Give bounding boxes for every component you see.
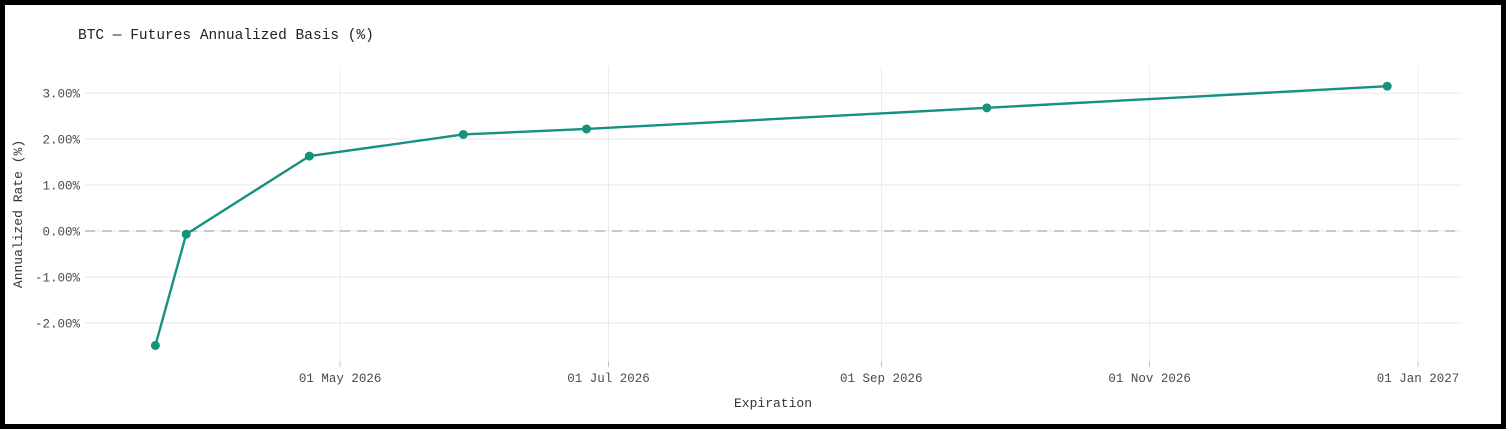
y-tick-label: 2.00%: [42, 134, 80, 148]
data-point-marker: [150, 340, 160, 350]
futures-basis-chart: 3.00% 2.00% 1.00% 0.00% -1.00% -2.00% 01 May 2…: [11, 28, 1462, 411]
y-tick-label: -1.00%: [35, 271, 81, 285]
x-tick-label: 01 Sep 2026: [840, 372, 923, 386]
data-point-marker: [458, 129, 468, 139]
x-tick-label: 01 Nov 2026: [1108, 372, 1191, 386]
data-point-marker: [1382, 81, 1392, 91]
x-tick-label: 01 Jul 2026: [567, 372, 650, 386]
y-tick-label: 0.00%: [42, 226, 80, 240]
x-tick-label: 01 May 2026: [299, 372, 382, 386]
x-axis-title: Expiration: [734, 396, 812, 411]
x-tick-label: 01 Jan 2027: [1377, 372, 1460, 386]
tick-label-layer: 3.00% 2.00% 1.00% 0.00% -1.00% -2.00% 01 May 2…: [35, 88, 1459, 386]
y-axis-title: Annualized Rate (%): [11, 140, 26, 288]
grid-layer: [85, 66, 1462, 367]
data-point-marker: [304, 151, 314, 161]
data-point-marker: [181, 229, 191, 239]
y-tick-label: 3.00%: [42, 88, 80, 102]
y-tick-label: 1.00%: [42, 180, 80, 194]
chart-title: BTC — Futures Annualized Basis (%): [78, 28, 374, 44]
series-layer: [150, 81, 1392, 350]
y-tick-label: -2.00%: [35, 317, 81, 331]
data-point-marker: [582, 124, 592, 134]
data-point-marker: [982, 103, 992, 113]
